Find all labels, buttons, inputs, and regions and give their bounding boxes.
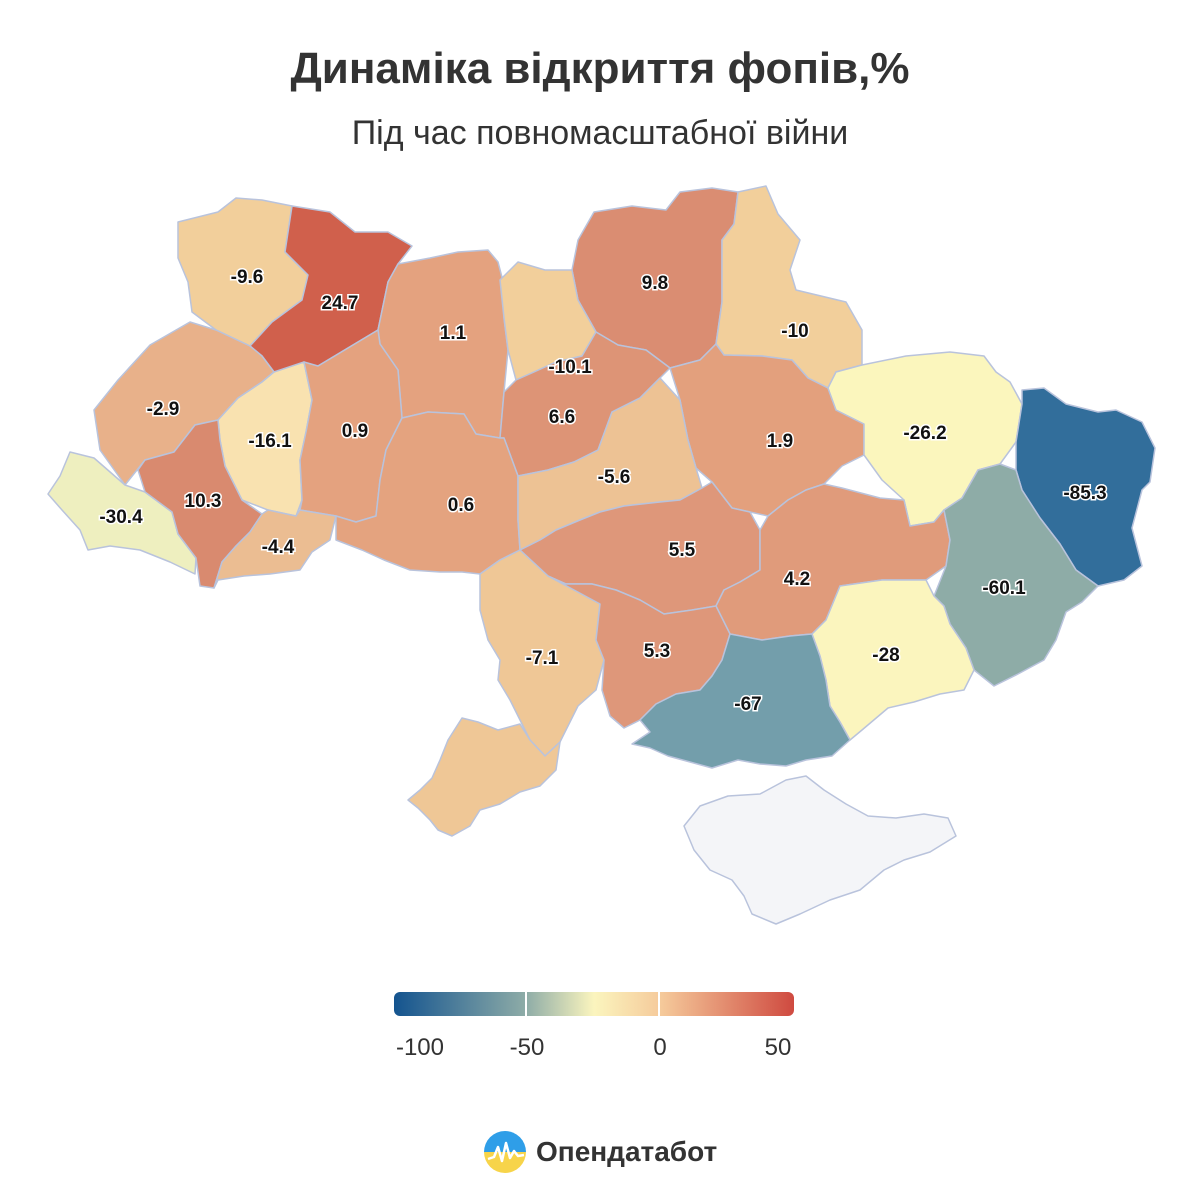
region-value-label: -28 xyxy=(872,645,899,666)
region-value-label: -10 xyxy=(781,321,808,342)
region-value-label: 5.5 xyxy=(669,540,696,561)
region-value-label: -30.4 xyxy=(99,507,143,528)
opendatabot-logo-icon xyxy=(484,1131,526,1173)
region-value-label: -5.6 xyxy=(598,467,631,488)
region-value-label: -2.9 xyxy=(147,399,180,420)
region-value-label: 10.3 xyxy=(185,491,222,512)
legend-colorbar xyxy=(394,992,794,1016)
region-value-label: -7.1 xyxy=(526,648,559,669)
map-subtitle: Під час повномасштабної війни xyxy=(351,114,849,152)
legend-label-minus50: -50 xyxy=(509,1034,545,1061)
map-region xyxy=(407,717,561,837)
region-value-label: 5.3 xyxy=(644,641,670,662)
region-value-label: 9.8 xyxy=(642,273,668,294)
region-value-label: -60.1 xyxy=(982,578,1026,599)
legend-label-min: -100 xyxy=(395,1034,445,1061)
brand-name: Опендатабот xyxy=(536,1136,718,1167)
region-value-label: 0.6 xyxy=(448,495,474,516)
map-region xyxy=(631,633,851,769)
legend-tick xyxy=(525,992,527,1016)
region-value-label: 1.1 xyxy=(440,323,467,344)
region-value-label: -67 xyxy=(734,694,761,715)
brand: Опендатабот xyxy=(484,1130,717,1174)
region-value-label: -10.1 xyxy=(548,357,592,378)
region-value-label: 24.7 xyxy=(322,293,359,314)
map-region-no-data xyxy=(683,775,957,925)
legend-label-zero: 0 xyxy=(653,1034,667,1061)
region-value-label: -85.3 xyxy=(1063,483,1106,504)
region-value-label: 0.9 xyxy=(342,421,368,442)
legend-label-max: 50 xyxy=(764,1034,792,1061)
region-value-label: -4.4 xyxy=(262,537,295,558)
region-value-label: -9.6 xyxy=(231,267,264,288)
map-region xyxy=(213,509,337,589)
map-title: Динаміка відкриття фопів,% xyxy=(290,44,910,93)
region-value-label: 4.2 xyxy=(784,569,810,590)
map-region xyxy=(47,451,197,575)
region-value-label: -26.2 xyxy=(903,423,946,444)
map-region xyxy=(669,343,865,517)
region-value-label: -16.1 xyxy=(248,431,292,452)
legend-tick xyxy=(658,992,660,1016)
region-value-label: 1.9 xyxy=(767,431,793,452)
region-value-label: 6.6 xyxy=(549,407,575,428)
